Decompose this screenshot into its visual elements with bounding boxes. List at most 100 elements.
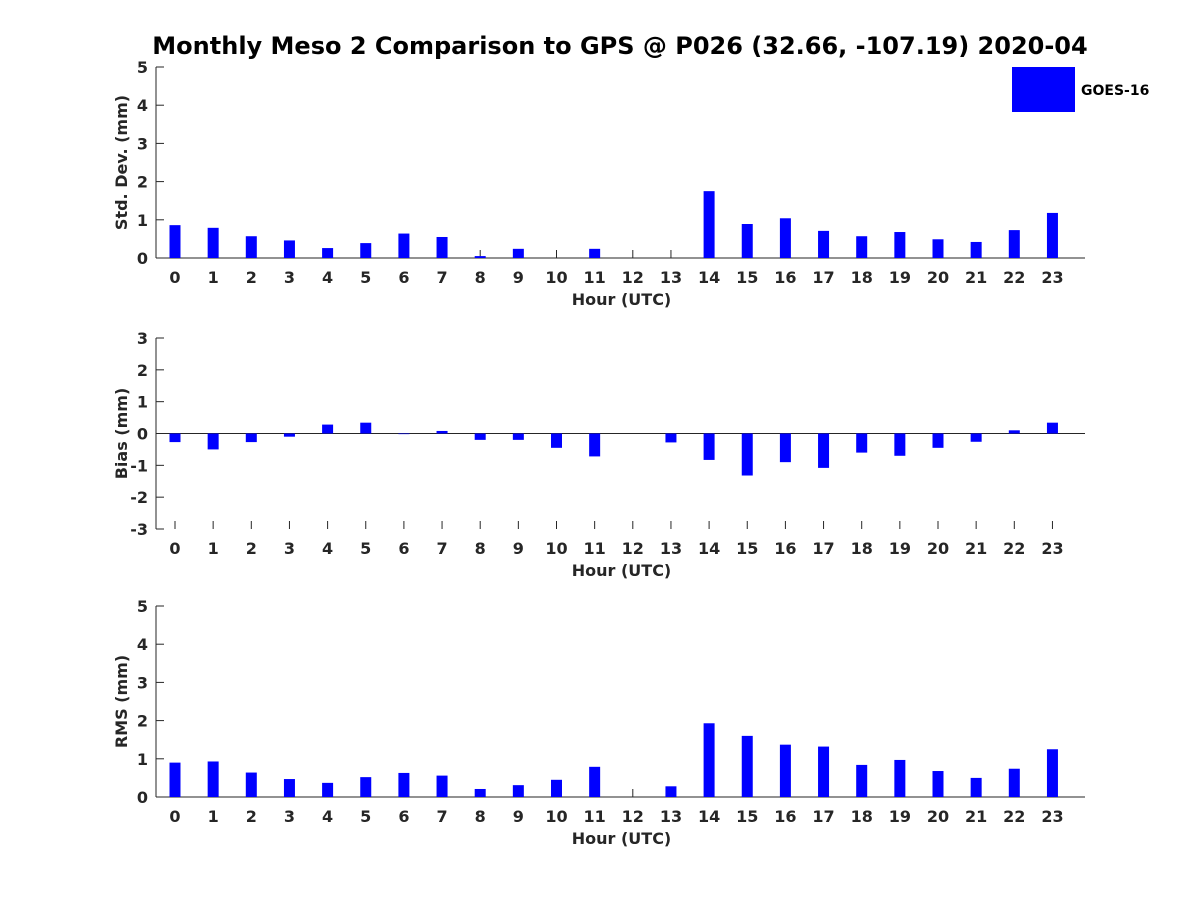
std-dev-x-tick-label: 23 [1041, 268, 1063, 287]
rms-x-tick-label: 17 [812, 807, 834, 826]
std-dev-x-axis-label: Hour (UTC) [572, 290, 672, 309]
bias-x-tick-label: 18 [851, 539, 873, 558]
bias-x-tick-label: 20 [927, 539, 949, 558]
bias-x-tick-label: 9 [513, 539, 524, 558]
std-dev-bar [360, 243, 372, 258]
rms-x-tick-label: 20 [927, 807, 949, 826]
bias-x-tick-label: 1 [208, 539, 219, 558]
std-dev-x-tick-label: 21 [965, 268, 987, 287]
bias-bar [589, 433, 601, 457]
bias-bar [703, 433, 715, 460]
rms-x-tick-label: 1 [208, 807, 219, 826]
std-dev-x-tick-label: 1 [208, 268, 219, 287]
bias-y-axis-label: Bias (mm) [112, 388, 131, 480]
std-dev-x-tick-label: 13 [660, 268, 682, 287]
std-dev-bar [322, 248, 334, 258]
std-dev-x-tick-label: 12 [622, 268, 644, 287]
rms-bar [322, 782, 334, 797]
std-dev-bar [512, 248, 524, 258]
rms-x-tick-label: 10 [545, 807, 567, 826]
std-dev-x-tick-label: 19 [889, 268, 911, 287]
bias-x-tick-label: 5 [360, 539, 371, 558]
std-dev-x-tick-label: 14 [698, 268, 720, 287]
std-dev-x-tick-label: 18 [851, 268, 873, 287]
std-dev-bar [436, 236, 448, 258]
bias-y-tick-label: 3 [137, 329, 148, 348]
rms-x-tick-label: 8 [475, 807, 486, 826]
bias-bar [741, 433, 753, 476]
std-dev-y-tick-label: 4 [137, 96, 148, 115]
std-dev-bar [970, 241, 982, 258]
bias-x-tick-label: 12 [622, 539, 644, 558]
std-dev-bar [283, 240, 295, 258]
bias-bar [474, 433, 486, 440]
bias-x-tick-label: 8 [475, 539, 486, 558]
std-dev-bar [932, 239, 944, 258]
std-dev-x-tick-label: 3 [284, 268, 295, 287]
bias-x-tick-label: 6 [398, 539, 409, 558]
rms-x-tick-label: 4 [322, 807, 333, 826]
std-dev-bar [1008, 230, 1020, 258]
bias-x-tick-label: 19 [889, 539, 911, 558]
rms-bar [474, 788, 486, 797]
std-dev-bar [741, 224, 753, 258]
rms-bar [703, 723, 715, 797]
bias-x-tick-label: 2 [246, 539, 257, 558]
rms-bar [169, 762, 181, 797]
chart-title: Monthly Meso 2 Comparison to GPS @ P026 … [152, 32, 1087, 60]
rms-x-tick-label: 5 [360, 807, 371, 826]
std-dev-x-tick-label: 7 [436, 268, 447, 287]
rms-x-tick-label: 19 [889, 807, 911, 826]
std-dev-bar [207, 227, 219, 258]
rms-bar [589, 766, 601, 797]
bias-y-tick-label: -3 [130, 520, 148, 539]
rms-bar [970, 777, 982, 797]
rms-y-tick-label: 2 [137, 712, 148, 731]
std-dev-y-tick-label: 3 [137, 134, 148, 153]
rms-y-tick-label: 0 [137, 788, 148, 807]
bias-x-tick-label: 17 [812, 539, 834, 558]
bias-bar [169, 433, 181, 443]
bias-bar [283, 433, 295, 437]
rms-x-tick-label: 9 [513, 807, 524, 826]
rms-bar [665, 786, 677, 797]
rms-bar [551, 779, 562, 797]
std-dev-x-tick-label: 10 [545, 268, 567, 287]
rms-bar [245, 772, 257, 797]
rms-x-tick-label: 2 [246, 807, 257, 826]
bias-x-tick-label: 11 [584, 539, 606, 558]
rms-x-tick-label: 7 [436, 807, 447, 826]
bias-bar [894, 433, 906, 456]
legend-swatch-goes-16 [1012, 67, 1075, 112]
rms-x-tick-label: 13 [660, 807, 682, 826]
std-dev-x-tick-label: 22 [1003, 268, 1025, 287]
rms-x-tick-label: 11 [584, 807, 606, 826]
std-dev-x-tick-label: 11 [584, 268, 606, 287]
bias-bar [436, 430, 448, 434]
std-dev-x-tick-label: 5 [360, 268, 371, 287]
std-dev-x-tick-label: 8 [475, 268, 486, 287]
rms-bar [512, 785, 524, 797]
rms-x-tick-label: 21 [965, 807, 987, 826]
rms-bar [398, 772, 410, 797]
rms-y-tick-label: 1 [137, 750, 148, 769]
rms-bar [779, 744, 791, 797]
bias-x-tick-label: 14 [698, 539, 720, 558]
rms-y-tick-label: 5 [137, 597, 148, 616]
std-dev-x-tick-label: 16 [774, 268, 796, 287]
bias-bar [398, 433, 410, 435]
bias-x-tick-label: 22 [1003, 539, 1025, 558]
std-dev-bar [894, 232, 906, 258]
rms-y-axis-label: RMS (mm) [112, 655, 131, 748]
rms-y-tick-label: 4 [137, 635, 148, 654]
rms-bar [818, 746, 830, 797]
std-dev-x-tick-label: 2 [246, 268, 257, 287]
bias-bar [970, 433, 982, 442]
std-dev-x-tick-label: 17 [812, 268, 834, 287]
std-dev-bar [589, 248, 601, 258]
bias-x-tick-label: 21 [965, 539, 987, 558]
rms-bar [360, 777, 372, 797]
bias-x-tick-label: 23 [1041, 539, 1063, 558]
std-dev-y-tick-label: 5 [137, 58, 148, 77]
